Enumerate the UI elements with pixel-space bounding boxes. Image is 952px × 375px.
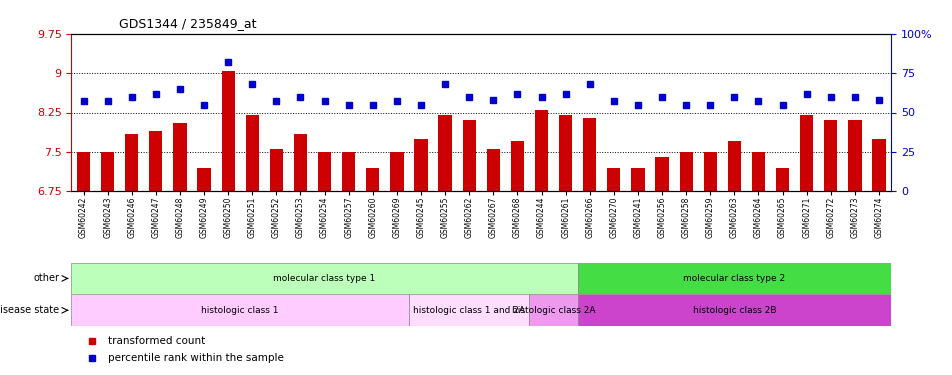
Text: histologic class 1 and 2A: histologic class 1 and 2A xyxy=(413,306,525,315)
Bar xyxy=(871,139,884,191)
Bar xyxy=(408,294,529,326)
Bar xyxy=(77,152,90,191)
Bar xyxy=(606,168,620,191)
Text: disease state: disease state xyxy=(0,305,59,315)
Bar xyxy=(577,262,890,294)
Bar xyxy=(221,70,234,191)
Bar xyxy=(775,168,788,191)
Bar xyxy=(71,262,577,294)
Text: GDS1344 / 235849_at: GDS1344 / 235849_at xyxy=(119,17,256,30)
Bar xyxy=(727,141,741,191)
Bar xyxy=(823,120,837,191)
Bar xyxy=(318,152,331,191)
Text: percentile rank within the sample: percentile rank within the sample xyxy=(109,353,284,363)
Bar xyxy=(529,294,577,326)
Text: other: other xyxy=(33,273,59,284)
Text: transformed count: transformed count xyxy=(109,336,206,346)
Bar xyxy=(342,152,355,191)
Bar xyxy=(462,120,475,191)
Text: histologic class 2B: histologic class 2B xyxy=(692,306,775,315)
Bar xyxy=(101,152,114,191)
Bar xyxy=(246,115,259,191)
Text: molecular class type 2: molecular class type 2 xyxy=(683,274,784,283)
Bar xyxy=(149,131,162,191)
Bar xyxy=(293,134,307,191)
Bar xyxy=(390,152,403,191)
Bar xyxy=(510,141,524,191)
Bar xyxy=(125,134,138,191)
Bar xyxy=(438,115,451,191)
Bar xyxy=(800,115,812,191)
Bar xyxy=(630,168,644,191)
Bar xyxy=(366,168,379,191)
Bar xyxy=(197,168,210,191)
Bar xyxy=(679,152,692,191)
Text: molecular class type 1: molecular class type 1 xyxy=(273,274,375,283)
Bar xyxy=(847,120,861,191)
Bar xyxy=(583,118,596,191)
Bar xyxy=(173,123,187,191)
Bar xyxy=(486,149,500,191)
Bar xyxy=(751,152,764,191)
Bar xyxy=(655,157,668,191)
Bar xyxy=(414,139,427,191)
Bar xyxy=(269,149,283,191)
Text: histologic class 2A: histologic class 2A xyxy=(511,306,595,315)
Bar xyxy=(577,294,890,326)
Bar xyxy=(559,115,571,191)
Bar xyxy=(703,152,716,191)
Bar xyxy=(71,294,408,326)
Text: histologic class 1: histologic class 1 xyxy=(201,306,279,315)
Bar xyxy=(534,110,547,191)
